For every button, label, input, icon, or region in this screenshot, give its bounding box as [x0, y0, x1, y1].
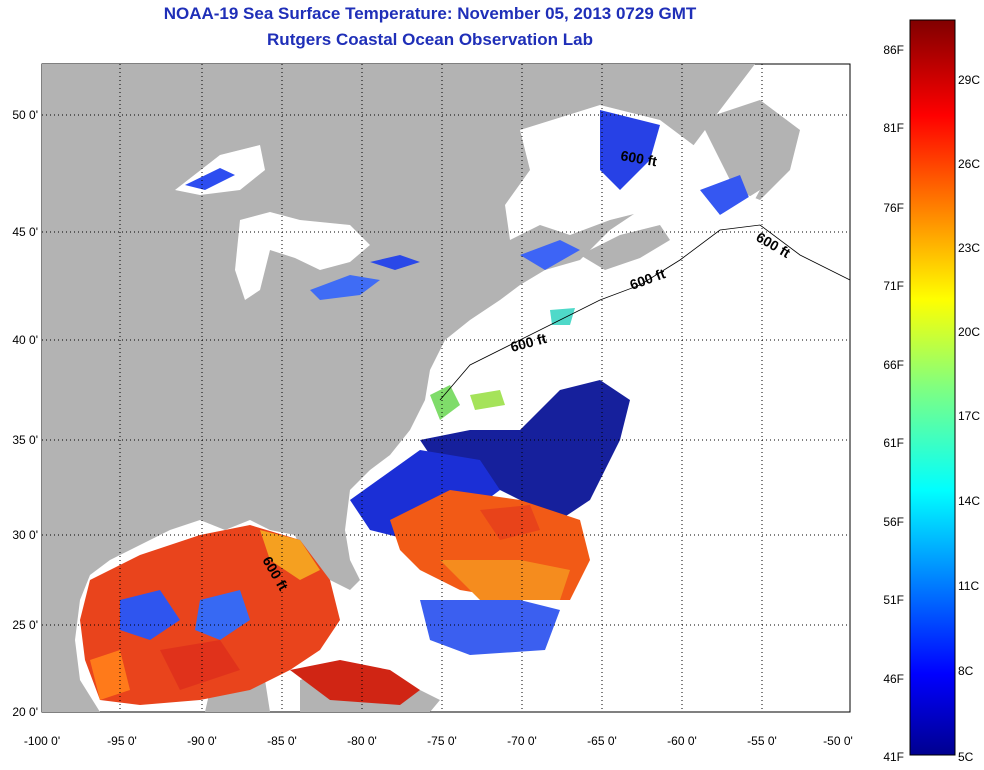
c-label: 14C: [958, 494, 980, 508]
lat-tick: 50 0': [12, 108, 38, 122]
c-label: 26C: [958, 157, 980, 171]
lon-tick: -90 0': [187, 734, 217, 748]
c-label: 11C: [958, 579, 979, 593]
lon-tick: -95 0': [107, 734, 137, 748]
lat-tick: 40 0': [12, 333, 38, 347]
lon-tick: -75 0': [427, 734, 457, 748]
land-newfoundland: [700, 100, 800, 200]
map-subtitle: Rutgers Coastal Ocean Observation Lab: [267, 30, 593, 49]
lon-tick: -80 0': [347, 734, 377, 748]
c-label: 29C: [958, 73, 980, 87]
f-label: 41F: [883, 750, 904, 764]
lon-tick: -65 0': [587, 734, 617, 748]
map-title: NOAA-19 Sea Surface Temperature: Novembe…: [163, 4, 697, 23]
grid: [42, 64, 850, 712]
lat-tick: 35 0': [12, 433, 38, 447]
colorbar-fahrenheit: 86F 81F 76F 71F 66F 61F 56F 51F 46F 41F: [883, 43, 904, 764]
f-label: 61F: [883, 436, 904, 450]
lon-tick: -60 0': [667, 734, 697, 748]
land-nova-scotia: [580, 225, 670, 270]
colorbar: [909, 19, 956, 756]
lon-axis: -100 0' -95 0' -90 0' -85 0' -80 0' -75 …: [24, 734, 853, 748]
contour-label: 600 ft: [619, 147, 658, 169]
f-label: 66F: [883, 358, 904, 372]
colorbar-celsius: 29C 26C 23C 20C 17C 14C 11C 8C 5C: [958, 73, 980, 764]
lon-tick: -85 0': [267, 734, 297, 748]
f-label: 46F: [883, 672, 904, 686]
c-label: 20C: [958, 325, 980, 339]
lon-tick: -50 0': [823, 734, 853, 748]
f-label: 51F: [883, 593, 904, 607]
c-label: 17C: [958, 409, 980, 423]
lon-tick: -55 0': [747, 734, 777, 748]
lat-axis: 20 0' 25 0' 30 0' 35 0' 40 0' 45 0' 50 0…: [12, 108, 38, 719]
f-label: 71F: [883, 279, 904, 293]
lon-tick: -70 0': [507, 734, 537, 748]
c-label: 5C: [958, 750, 974, 764]
lat-tick: 20 0': [12, 705, 38, 719]
c-label: 8C: [958, 664, 974, 678]
lon-tick: -100 0': [24, 734, 60, 748]
lat-tick: 45 0': [12, 225, 38, 239]
c-label: 23C: [958, 241, 980, 255]
f-label: 86F: [883, 43, 904, 57]
lat-tick: 30 0': [12, 528, 38, 542]
f-label: 76F: [883, 201, 904, 215]
lat-tick: 25 0': [12, 618, 38, 632]
f-label: 56F: [883, 515, 904, 529]
f-label: 81F: [883, 121, 904, 135]
